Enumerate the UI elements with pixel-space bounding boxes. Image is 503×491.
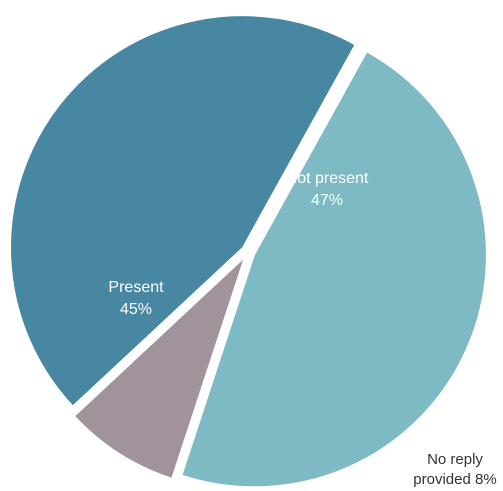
slice-label-line: provided 8% [413, 471, 496, 488]
slice-label-line: Present [108, 279, 164, 296]
slice-label-line: Not present [286, 170, 369, 187]
pie-slice-0 [181, 51, 487, 488]
pie-slice-2 [9, 15, 356, 407]
pie-slice-1 [73, 257, 245, 479]
slice-label-line: 45% [120, 301, 152, 318]
slice-label-2: Present 45% [108, 279, 164, 318]
slice-label-1: No reply provided 8% [413, 451, 496, 488]
pie-slices [9, 15, 487, 488]
slice-label-line: 47% [311, 192, 343, 209]
pie-labels: Not present 47% No reply provided 8% Present… [108, 170, 496, 488]
slice-label-0: Not present 47% [286, 170, 369, 209]
slice-label-line: No reply [427, 451, 483, 468]
